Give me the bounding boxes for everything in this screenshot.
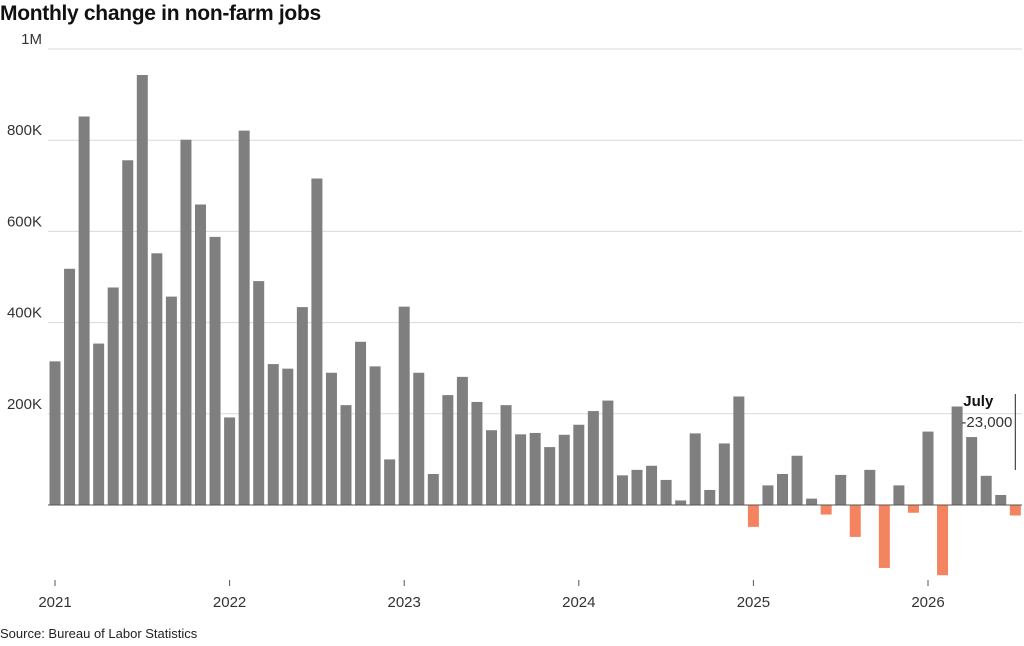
bar xyxy=(107,287,119,505)
bar xyxy=(180,139,192,505)
bar xyxy=(500,405,512,505)
bar xyxy=(282,368,294,505)
bar xyxy=(980,475,992,505)
bar xyxy=(675,500,687,505)
bar xyxy=(49,361,61,505)
y-tick-label: 600K xyxy=(7,213,42,230)
bar xyxy=(311,178,323,505)
x-tick-label: 2026 xyxy=(911,594,944,611)
y-tick-label: 400K xyxy=(7,305,42,322)
bar xyxy=(660,479,672,505)
bar xyxy=(558,434,570,505)
bar xyxy=(136,74,148,505)
x-tick-label: 2024 xyxy=(562,594,595,611)
bar xyxy=(427,473,439,505)
y-tick-label: 800K xyxy=(7,122,42,139)
bar xyxy=(544,447,556,505)
y-tick-label: 1M xyxy=(21,31,42,48)
bar xyxy=(937,505,949,576)
bar xyxy=(907,505,919,513)
bar xyxy=(820,505,832,515)
bar xyxy=(224,417,236,505)
x-tick-label: 2023 xyxy=(388,594,421,611)
bar xyxy=(878,505,890,568)
bars xyxy=(49,74,1021,576)
bar xyxy=(398,306,410,505)
source-note: Source: Bureau of Labor Statistics xyxy=(0,626,198,641)
bar xyxy=(267,364,279,505)
bar xyxy=(646,465,658,505)
annotation: July -23,000 xyxy=(961,393,1016,470)
axes: 1M 800K 600K 400K 200K 2021 2022 2023 2024 2025 20… xyxy=(7,31,1022,611)
bar xyxy=(340,405,352,505)
x-tick-label: 2021 xyxy=(38,594,71,611)
bar xyxy=(515,434,527,505)
x-tick-label: 2022 xyxy=(213,594,246,611)
bar xyxy=(64,268,76,505)
bar xyxy=(1009,505,1021,516)
bar xyxy=(806,498,818,505)
bar xyxy=(253,281,265,505)
bar xyxy=(835,474,847,505)
y-tick-label: 200K xyxy=(7,396,42,413)
bar xyxy=(573,424,585,505)
bar xyxy=(122,160,134,506)
chart-title: Monthly change in non-farm jobs xyxy=(0,2,321,25)
bar xyxy=(471,401,483,505)
bar xyxy=(93,343,105,505)
bar xyxy=(486,430,497,505)
bar xyxy=(966,437,978,505)
bar xyxy=(355,341,367,505)
annotation-value: -23,000 xyxy=(961,414,1012,431)
bar xyxy=(791,455,803,505)
bar xyxy=(616,475,628,505)
bar xyxy=(151,253,163,505)
bar xyxy=(747,505,759,527)
bar xyxy=(893,485,905,505)
bar xyxy=(325,372,337,505)
bar xyxy=(165,296,177,505)
bar xyxy=(733,396,745,505)
bar xyxy=(864,469,876,505)
bar xyxy=(602,400,614,505)
bar xyxy=(995,494,1007,505)
bar xyxy=(849,505,861,537)
bar xyxy=(762,485,774,505)
annotation-month: July xyxy=(963,393,994,410)
bar xyxy=(384,459,396,505)
bar xyxy=(209,236,221,505)
bar xyxy=(529,432,541,505)
bar xyxy=(951,406,963,505)
bar xyxy=(718,443,730,505)
x-tick-label: 2025 xyxy=(737,594,770,611)
bar xyxy=(78,116,90,505)
bar xyxy=(689,433,701,505)
bar xyxy=(631,469,643,505)
gridlines xyxy=(48,48,1022,415)
bar xyxy=(369,366,381,505)
bar xyxy=(704,489,716,505)
bar xyxy=(195,204,206,505)
bar xyxy=(413,372,425,505)
bar xyxy=(777,473,788,505)
bar xyxy=(238,130,250,505)
bar xyxy=(456,376,468,505)
bar xyxy=(922,431,934,505)
bar xyxy=(442,395,454,505)
bar xyxy=(587,411,599,505)
bar xyxy=(296,307,308,505)
